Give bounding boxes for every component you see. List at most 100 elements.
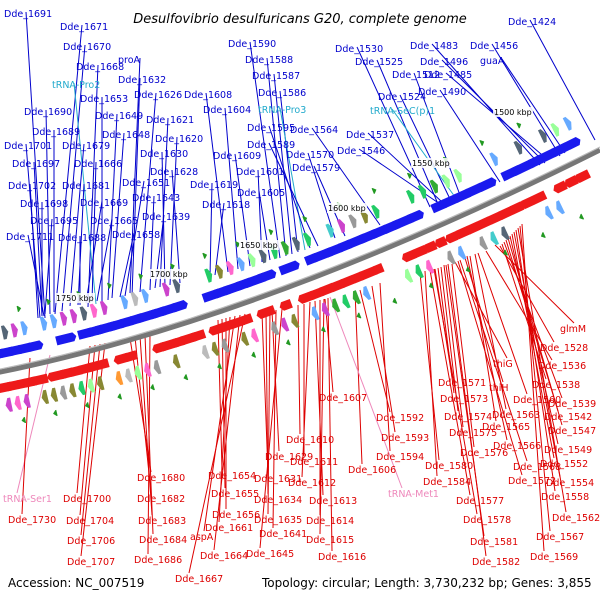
forward-rna-marker xyxy=(406,172,412,179)
forward-rna-marker xyxy=(235,241,240,248)
reverse-gene-arrow xyxy=(412,244,428,258)
reverse-gene-label: tRNA-Met1 xyxy=(388,489,439,500)
reverse-label-connector xyxy=(371,285,396,433)
forward-cog-feature xyxy=(537,129,547,144)
forward-gene-label: proA xyxy=(118,55,141,66)
reverse-label-connector xyxy=(459,259,528,462)
forward-gene-label: Dde_1689 xyxy=(32,127,80,138)
reverse-gene-label: Dde_1704 xyxy=(66,516,114,527)
reverse-gene-label: Dde_1616 xyxy=(318,552,366,563)
reverse-rna-marker xyxy=(217,363,222,370)
reverse-gene-label: Dde_1654 xyxy=(208,471,256,482)
reverse-cog-feature xyxy=(115,370,124,386)
forward-label-connector xyxy=(171,169,181,284)
reverse-label-connector xyxy=(359,289,391,413)
forward-gene-label: Dde_1619 xyxy=(190,180,238,191)
reverse-gene-label: Dde_1552 xyxy=(540,459,588,470)
reverse-gene-label: Dde_1576 xyxy=(460,448,508,459)
gene-labels: Dde_1691 Dde_1671 Dde_1670 Dde_1668 tRNA-Pro… xyxy=(3,9,600,585)
reverse-cog-feature xyxy=(342,294,351,309)
reverse-label-connector xyxy=(203,315,236,532)
genome-backbone xyxy=(0,146,600,375)
reverse-label-connector xyxy=(301,301,311,478)
forward-gene-label: Dde_1643 xyxy=(132,193,180,204)
reverse-rna-marker xyxy=(84,402,90,409)
forward-gene-label: Dde_1670 xyxy=(63,42,111,53)
forward-rna-marker xyxy=(268,229,274,236)
forward-gene-label: Dde_1496 xyxy=(420,57,468,68)
reverse-label-connector xyxy=(327,297,333,552)
forward-label-connector xyxy=(307,152,336,239)
reverse-label-connector xyxy=(447,263,487,557)
forward-gene-label: Dde_1490 xyxy=(418,87,466,98)
forward-gene-label: Dde_1648 xyxy=(102,130,150,141)
forward-gene-label: Dde_1711 xyxy=(6,232,54,243)
forward-gene-label: Dde_1681 xyxy=(62,181,110,192)
reverse-gene-label: thiH xyxy=(489,383,509,394)
reverse-cog-feature xyxy=(96,375,105,391)
reverse-gene-label: Dde_1573 xyxy=(440,394,488,405)
reverse-cog-feature xyxy=(321,302,331,317)
forward-gene-label: Dde_1697 xyxy=(12,159,60,170)
reverse-gene-arrow xyxy=(95,358,110,370)
forward-label-connector xyxy=(214,202,225,276)
reverse-rna-marker xyxy=(356,312,362,319)
forward-gene-label: Dde_1595 xyxy=(247,123,295,134)
tick-label-background xyxy=(239,240,279,250)
reverse-label-connector xyxy=(267,310,271,515)
reverse-cog-feature xyxy=(211,341,220,356)
forward-cog-feature xyxy=(336,219,345,234)
reverse-gene-label: Dde_1592 xyxy=(376,413,424,424)
forward-gene-label: Dde_1590 xyxy=(228,39,276,50)
reverse-cog-feature xyxy=(271,321,280,336)
forward-gene-label: Dde_1546 xyxy=(337,146,385,157)
reverse-gene-arrow xyxy=(279,299,293,311)
reverse-label-connector xyxy=(419,272,440,461)
reverse-cog-feature xyxy=(405,268,414,283)
forward-cog-feature xyxy=(489,152,498,167)
forward-gene-arrow xyxy=(477,177,497,192)
reverse-gene-label: Dde_1615 xyxy=(306,535,354,546)
forward-label-connector xyxy=(131,77,141,297)
backbone-highlight xyxy=(0,146,600,370)
forward-gene-label: Dde_1630 xyxy=(140,149,188,160)
reverse-gene-label: Dde_1566 xyxy=(493,441,541,452)
forward-gene-label: Dde_1601 xyxy=(236,167,284,178)
reverse-gene-label: Dde_1594 xyxy=(376,452,424,463)
forward-gene-label: Dde_1609 xyxy=(213,151,261,162)
reverse-label-connector xyxy=(501,243,547,380)
forward-gene-arrow xyxy=(550,142,570,158)
forward-cog-feature xyxy=(140,288,149,304)
forward-gene-label: Dde_1679 xyxy=(62,141,110,152)
reverse-gene-arrow xyxy=(553,180,568,194)
forward-gene-arrow xyxy=(324,243,344,258)
reverse-gene-label: Dde_1593 xyxy=(381,433,429,444)
reverse-gene-label: Dde_1575 xyxy=(449,428,497,439)
forward-label-connector xyxy=(44,218,53,315)
reverse-gene-label: Dde_1577 xyxy=(456,496,504,507)
reverse-rna-marker xyxy=(150,384,155,391)
reverse-label-connector xyxy=(457,260,523,476)
reverse-rna-marker xyxy=(251,351,257,358)
forward-rna-marker xyxy=(516,122,522,129)
position-tick-label: 1700 kbp xyxy=(150,270,188,279)
reverse-gene-arrow xyxy=(434,236,448,249)
reverse-gene-label: Dde_1683 xyxy=(138,516,186,527)
forward-cog-feature xyxy=(120,295,128,310)
forward-gene-label: Dde_1658 xyxy=(112,230,160,241)
forward-label-connector xyxy=(69,143,85,307)
reverse-rna-marker xyxy=(117,393,123,400)
forward-label-connector xyxy=(87,64,99,308)
reverse-gene-arrow xyxy=(509,201,525,215)
reverse-label-connector xyxy=(139,335,153,516)
map-title: Desulfovibrio desulfuricans G20, complet… xyxy=(133,12,467,27)
forward-label-connector xyxy=(119,232,135,298)
reverse-cog-feature xyxy=(556,200,565,215)
reverse-label-connector xyxy=(433,268,478,515)
reverse-cog-feature xyxy=(69,383,77,398)
forward-rna-marker xyxy=(302,216,308,223)
reverse-gene-label: Dde_1682 xyxy=(137,494,185,505)
forward-gene-label: tRNA-SeC(p)1 xyxy=(370,106,435,117)
forward-gene-label: Dde_1483 xyxy=(410,41,458,52)
reverse-gene-label: Dde_1656 xyxy=(212,510,260,521)
